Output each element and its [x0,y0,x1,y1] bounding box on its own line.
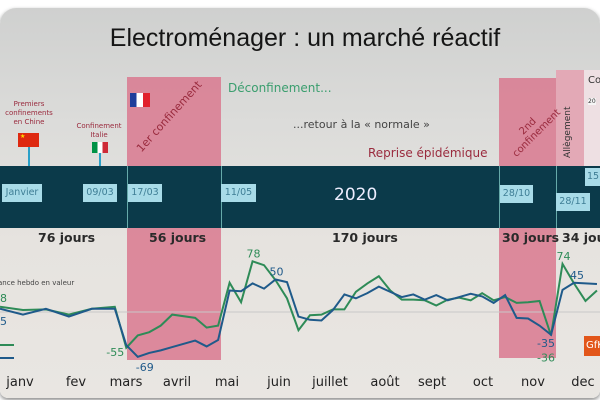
month-tick-label: oct [472,375,494,390]
date-tag: 28/10 [500,185,533,203]
year-label: 2020 [334,185,378,205]
italy-event: Confinement Italie [76,122,122,139]
month-tick-label: mars [109,375,143,390]
allegement-shade [556,70,584,166]
legend-green-line [0,344,14,346]
data-label: 50 [270,266,284,279]
period-days: 76 jours [38,230,96,245]
period-days: 170 jours [332,230,398,245]
date-tag: 09/03 [83,184,117,202]
france-flag-icon [130,93,150,107]
slide: Electroménager : un marché réactif Premi… [0,8,600,398]
month-tick-label: mai [214,375,240,390]
italy-stem [99,153,101,166]
data-label: -35 [537,337,555,350]
gfk-logo: GfK [584,336,600,356]
series-line-0 [0,260,598,350]
data-label: -55 [106,346,124,359]
date-tag: 17/03 [128,184,162,202]
right-partial-label-2: 20 [588,98,596,105]
period-days: 56 jours [149,230,207,245]
data-label: -69 [136,361,154,374]
line-chart: 8 5 -55 -69 78 50 -35-36 74 45 [0,247,600,374]
data-label: 8 [0,292,7,305]
month-tick-label: nov [521,375,545,390]
month-tick-label: juin [267,375,291,390]
date-tag: Janvier [2,184,42,202]
right-partial-box [584,70,600,166]
data-label: 5 [0,315,7,328]
band-divider [127,166,128,228]
china-event: Premiers confinements en Chine [5,100,53,126]
date-tag: 15 [585,168,600,186]
month-tick-label: avril [162,375,192,390]
period-days: 34 jours [562,230,600,245]
date-tag: 11/05 [221,184,256,202]
page-title: Electroménager : un marché réactif [109,24,501,52]
month-tick-label: juillet [312,375,348,390]
date-tag: 28/11 [556,193,590,211]
reprise-label: Reprise épidémique [368,146,488,160]
month-tick-label: sept [417,375,447,390]
china-flag-icon: ★ [18,133,39,147]
italy-flag-icon [92,142,108,153]
data-label: 45 [570,269,584,282]
data-label: -36 [537,351,555,364]
y-label: ance hebdo en valeur [0,279,75,287]
right-partial-label: Co [588,75,600,86]
legend-blue-line [0,357,14,359]
period-days: 30 jours [502,230,560,245]
month-tick-label: fev [65,375,87,390]
data-label: 74 [557,250,571,263]
normal-label: ...retour à la « normale » [293,118,430,131]
series-line-1 [0,278,598,358]
data-label: 78 [247,247,261,260]
china-stem [28,147,30,166]
month-tick-label: août [370,375,400,390]
month-tick-label: janv [6,375,34,390]
deconfinement-label: Déconfinement... [228,81,332,95]
band-divider [499,166,500,228]
month-tick-label: dec [571,375,595,390]
